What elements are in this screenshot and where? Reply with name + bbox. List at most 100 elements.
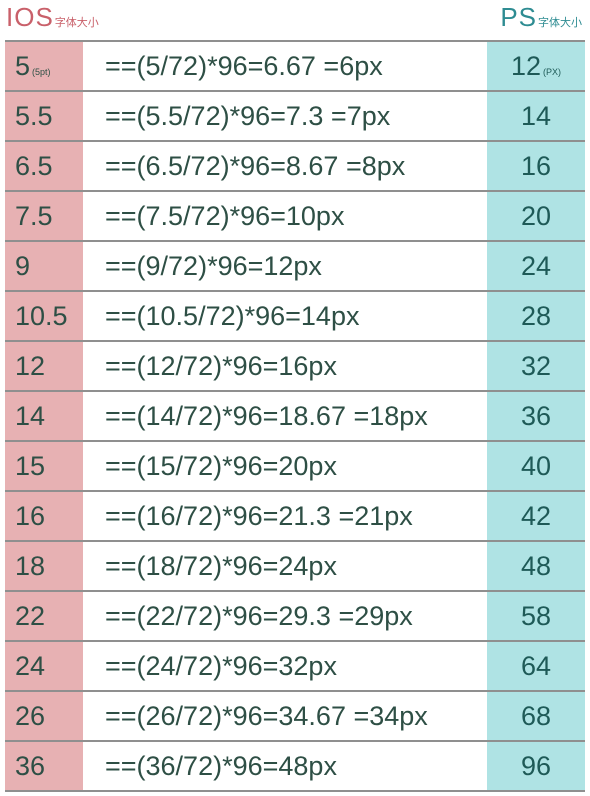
- table-row: 12 ==(12/72)*96=16px 32: [5, 342, 585, 392]
- conversion-formula-cell: ==(18/72)*96=24px: [83, 542, 487, 590]
- ios-size-cell: 5 (5pt): [5, 42, 83, 90]
- table-row: 7.5 ==(7.5/72)*96=10px 20: [5, 192, 585, 242]
- ios-size-value: 18: [15, 550, 46, 581]
- conversion-formula-cell: ==(10.5/72)*96=14px: [83, 292, 487, 340]
- table-row: 16 ==(16/72)*96=21.3 =21px 42: [5, 492, 585, 542]
- ps-size-cell: 24: [487, 242, 585, 290]
- ios-size-value: 9: [15, 250, 31, 281]
- table-row: 15 ==(15/72)*96=20px 40: [5, 442, 585, 492]
- ios-title-subtitle: 字体大小: [54, 17, 99, 29]
- ps-size-value: 36: [520, 400, 552, 431]
- font-size-conversion-table: 5 (5pt) ==(5/72)*96=6.67 =6px 12 (PX) 5.5 ==(5…: [5, 40, 585, 792]
- ps-size-cell: 36: [487, 392, 585, 440]
- ps-unit-label: (PX): [543, 67, 562, 77]
- table-row: 10.5 ==(10.5/72)*96=14px 28: [5, 292, 585, 342]
- ios-size-cell: 26: [5, 692, 83, 740]
- ios-size-cell: 18: [5, 542, 83, 590]
- conversion-formula-cell: ==(15/72)*96=20px: [83, 442, 487, 490]
- ps-size-cell: 20: [487, 192, 585, 240]
- table-row: 5 (5pt) ==(5/72)*96=6.67 =6px 12 (PX): [5, 42, 585, 92]
- ps-size-cell: 16: [487, 142, 585, 190]
- ps-size-value: 68: [520, 700, 552, 731]
- ps-size-value: 58: [520, 600, 552, 631]
- ps-size-cell: 12 (PX): [487, 42, 585, 90]
- ps-size-value: 42: [520, 500, 552, 531]
- ios-size-value: 6.5: [15, 150, 53, 181]
- ps-size-cell: 14: [487, 92, 585, 140]
- conversion-formula-cell: ==(6.5/72)*96=8.67 =8px: [83, 142, 487, 190]
- ios-size-value: 16: [15, 500, 46, 531]
- ios-size-value: 36: [15, 750, 46, 781]
- conversion-formula-cell: ==(9/72)*96=12px: [83, 242, 487, 290]
- conversion-formula-cell: ==(14/72)*96=18.67 =18px: [83, 392, 487, 440]
- ps-size-value: 28: [520, 300, 552, 331]
- ios-size-value: 5.5: [15, 100, 53, 131]
- ios-size-cell: 14: [5, 392, 83, 440]
- ps-title-text: PS: [500, 2, 537, 32]
- conversion-formula-cell: ==(5.5/72)*96=7.3 =7px: [83, 92, 487, 140]
- conversion-formula-cell: ==(36/72)*96=48px: [83, 742, 487, 790]
- ps-size-cell: 42: [487, 492, 585, 540]
- ios-size-value: 22: [15, 600, 46, 631]
- ios-size-cell: 22: [5, 592, 83, 640]
- ios-title-text: IOS: [6, 2, 54, 32]
- ios-size-cell: 6.5: [5, 142, 83, 190]
- conversion-formula-cell: ==(12/72)*96=16px: [83, 342, 487, 390]
- ps-size-cell: 58: [487, 592, 585, 640]
- ps-size-value: 48: [520, 550, 552, 581]
- ios-size-value: 10.5: [15, 300, 68, 331]
- table-row: 9 ==(9/72)*96=12px 24: [5, 242, 585, 292]
- table-row: 14 ==(14/72)*96=18.67 =18px 36: [5, 392, 585, 442]
- ps-size-cell: 48: [487, 542, 585, 590]
- ios-size-value: 14: [15, 400, 46, 431]
- ios-size-cell: 15: [5, 442, 83, 490]
- ios-column-title: IOS字体大小: [6, 2, 99, 33]
- table-row: 22 ==(22/72)*96=29.3 =29px 58: [5, 592, 585, 642]
- ios-size-value: 24: [15, 650, 46, 681]
- conversion-formula-cell: ==(24/72)*96=32px: [83, 642, 487, 690]
- table-row: 6.5 ==(6.5/72)*96=8.67 =8px 16: [5, 142, 585, 192]
- ios-size-cell: 5.5: [5, 92, 83, 140]
- table-row: 36 ==(36/72)*96=48px 96: [5, 742, 585, 792]
- ps-size-cell: 32: [487, 342, 585, 390]
- ps-size-value: 12: [510, 50, 542, 81]
- ps-size-cell: 28: [487, 292, 585, 340]
- ps-size-value: 16: [520, 150, 552, 181]
- ios-size-value: 15: [15, 450, 46, 481]
- ios-size-cell: 9: [5, 242, 83, 290]
- ios-size-value: 7.5: [15, 200, 53, 231]
- table-row: 24 ==(24/72)*96=32px 64: [5, 642, 585, 692]
- ios-size-cell: 12: [5, 342, 83, 390]
- ps-size-value: 14: [520, 100, 552, 131]
- table-row: 18 ==(18/72)*96=24px 48: [5, 542, 585, 592]
- ios-size-cell: 24: [5, 642, 83, 690]
- ps-title-subtitle: 字体大小: [538, 17, 582, 29]
- ps-size-value: 40: [520, 450, 552, 481]
- ios-size-cell: 10.5: [5, 292, 83, 340]
- ios-size-cell: 36: [5, 742, 83, 790]
- conversion-formula-cell: ==(16/72)*96=21.3 =21px: [83, 492, 487, 540]
- ps-size-value: 64: [520, 650, 552, 681]
- ps-column-title: PS字体大小: [500, 2, 582, 33]
- ps-size-cell: 68: [487, 692, 585, 740]
- table-row: 5.5 ==(5.5/72)*96=7.3 =7px 14: [5, 92, 585, 142]
- conversion-formula-cell: ==(5/72)*96=6.67 =6px: [83, 42, 487, 90]
- ios-size-value: 12: [15, 350, 46, 381]
- ios-unit-label: (5pt): [32, 67, 51, 77]
- ios-size-cell: 7.5: [5, 192, 83, 240]
- table-header: IOS字体大小 PS字体大小: [0, 0, 590, 40]
- ps-size-cell: 40: [487, 442, 585, 490]
- conversion-formula-cell: ==(22/72)*96=29.3 =29px: [83, 592, 487, 640]
- ios-size-value: 26: [15, 700, 46, 731]
- ps-size-cell: 64: [487, 642, 585, 690]
- table-row: 26 ==(26/72)*96=34.67 =34px 68: [5, 692, 585, 742]
- ps-size-value: 20: [520, 200, 552, 231]
- ps-size-cell: 96: [487, 742, 585, 790]
- ios-size-cell: 16: [5, 492, 83, 540]
- conversion-formula-cell: ==(7.5/72)*96=10px: [83, 192, 487, 240]
- ps-size-value: 24: [520, 250, 552, 281]
- conversion-formula-cell: ==(26/72)*96=34.67 =34px: [83, 692, 487, 740]
- ps-size-value: 96: [520, 750, 552, 781]
- ps-size-value: 32: [520, 350, 552, 381]
- ios-size-value: 5: [15, 50, 31, 81]
